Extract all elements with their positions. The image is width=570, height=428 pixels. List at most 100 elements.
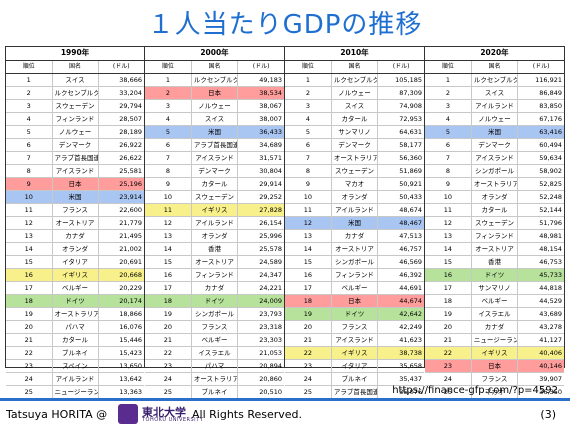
rank-cell: 4: [6, 112, 53, 126]
gdp-value-cell: 46,569: [377, 255, 424, 269]
rank-cell: 21: [145, 333, 192, 347]
table-row: 8 アイスランド 25,581: [6, 164, 144, 178]
rank-cell: 5: [425, 125, 472, 139]
gdp-value-cell: 21,002: [98, 242, 144, 256]
rank-cell: 15: [145, 255, 192, 269]
table-row: 25 マカオ 36,350: [425, 385, 564, 399]
rank-cell: 21: [285, 333, 332, 347]
gdp-value-cell: 51,869: [377, 164, 424, 178]
rank-cell: 15: [6, 255, 53, 269]
gdp-value-cell: 48,981: [517, 229, 564, 243]
country-cell: 日本: [191, 86, 239, 100]
column-header-row: 順位 国名 (ドル): [145, 60, 284, 74]
table-row: 14 オランダ 21,002: [6, 242, 144, 256]
rank-cell: 7: [285, 151, 332, 165]
rank-cell: 21: [425, 333, 472, 347]
country-cell: オーストリア: [331, 242, 379, 256]
rank-cell: 16: [425, 268, 472, 282]
rank-cell: 11: [145, 203, 192, 217]
gdp-value-cell: 23,793: [237, 307, 284, 321]
table-row: 13 オランダ 25,996: [145, 229, 284, 243]
gdp-value-cell: 25,996: [237, 229, 284, 243]
table-row: 12 米国 48,467: [285, 216, 424, 230]
country-cell: スイス: [471, 86, 519, 100]
page-title: １人当たりGDPの推移: [147, 10, 423, 40]
gdp-value-cell: 24,009: [237, 294, 284, 308]
gdp-value-cell: 27,828: [237, 203, 284, 217]
rank-cell: 18: [145, 294, 192, 308]
country-cell: アラブ首長国連邦: [52, 151, 99, 165]
country-cell: オーストラリア: [471, 177, 519, 191]
country-cell: フランス: [471, 372, 519, 386]
country-cell: カナダ: [191, 281, 239, 295]
gdp-value-cell: 28,507: [98, 112, 144, 126]
gdp-value-cell: 20,174: [98, 294, 144, 308]
country-cell: 香港: [191, 242, 239, 256]
table-row: 2 ノルウェー 87,309: [285, 86, 424, 100]
gdp-value-cell: 67,176: [517, 112, 564, 126]
country-cell: オーストラリア: [331, 151, 379, 165]
table-row: 16 ドイツ 45,733: [425, 268, 564, 282]
gdp-value-cell: 20,691: [98, 255, 144, 269]
rank-cell: 14: [145, 242, 192, 256]
rank-cell: 9: [145, 177, 192, 191]
country-cell: 日本: [52, 177, 99, 191]
rank-cell: 11: [6, 203, 53, 217]
rank-cell: 16: [145, 268, 192, 282]
gdp-value-cell: 26,922: [98, 138, 144, 152]
country-cell: 米国: [52, 190, 99, 204]
table-row: 22 イスラエル 21,053: [145, 346, 284, 360]
country-header: 国名: [191, 60, 239, 74]
rank-cell: 20: [145, 320, 192, 334]
country-cell: アイルランド: [471, 99, 519, 113]
rank-cell: 1: [6, 73, 53, 87]
country-cell: フランス: [191, 320, 239, 334]
table-row: 17 ベルギー 20,229: [6, 281, 144, 295]
table-row: 3 スウェーデン 29,794: [6, 99, 144, 113]
table-row: 16 フィンランド 24,347: [145, 268, 284, 282]
country-cell: スウェーデン: [331, 164, 379, 178]
gdp-value-cell: 43,278: [517, 320, 564, 334]
gdp-value-cell: 25,581: [98, 164, 144, 178]
gdp-value-cell: 52,825: [517, 177, 564, 191]
table-row: 17 サンマリノ 44,818: [425, 281, 564, 295]
table-row: 4 ノルウェー 67,176: [425, 112, 564, 126]
source-url[interactable]: https://finance-gfp.com/?p=4592: [392, 385, 558, 396]
table-row: 6アラブ首長国連邦34,689: [145, 138, 284, 152]
rank-cell: 8: [6, 164, 53, 178]
country-cell: スイス: [191, 112, 239, 126]
country-cell: イギリス: [331, 346, 379, 360]
table-row: 22 イギリス 40,406: [425, 346, 564, 360]
table-row: 12 アイルランド 26,154: [145, 216, 284, 230]
table-row: 24 ブルネイ 35,437: [285, 372, 424, 386]
gdp-value-cell: 64,631: [377, 125, 424, 139]
rank-cell: 22: [145, 346, 192, 360]
gdp-value-cell: 56,360: [377, 151, 424, 165]
table-row: 10 米国 23,914: [6, 190, 144, 204]
rank-cell: 5: [145, 125, 192, 139]
table-row: 9 日本 25,196: [6, 177, 144, 191]
country-cell: カナダ: [331, 229, 379, 243]
rank-cell: 2: [425, 86, 472, 100]
rank-header: 順位: [425, 60, 472, 74]
table-block-2010: 2010年 順位 国名 (ドル) 1 ルクセンブルク 105,185 2 ノルウェー 87,309…: [285, 46, 425, 399]
gdp-value-cell: 38,666: [98, 73, 144, 87]
table-row: 12 スウェーデン 51,796: [425, 216, 564, 230]
gdp-value-cell: 44,818: [517, 281, 564, 295]
gdp-value-cell: 18,866: [98, 307, 144, 321]
table-row: 17 ベルギー 44,691: [285, 281, 424, 295]
gdp-value-cell: 41,623: [377, 333, 424, 347]
year-header-row: 2000年: [145, 47, 284, 61]
gdp-value-cell: 41,127: [517, 333, 564, 347]
table-row: 20 パハマ 16,076: [6, 320, 144, 334]
author-credit: Tatsuya HORITA @: [6, 408, 108, 421]
rank-cell: 5: [6, 125, 53, 139]
table-row: 13 カナダ 21,495: [6, 229, 144, 243]
year-header-row: 2020年: [425, 47, 564, 61]
table-row: 11 フランス 22,600: [6, 203, 144, 217]
rank-cell: 13: [285, 229, 332, 243]
country-cell: オランダ: [471, 190, 519, 204]
country-cell: ノルウェー: [331, 86, 379, 100]
gdp-value-cell: 22,600: [98, 203, 144, 217]
year-header-row: 2010年: [285, 47, 424, 61]
